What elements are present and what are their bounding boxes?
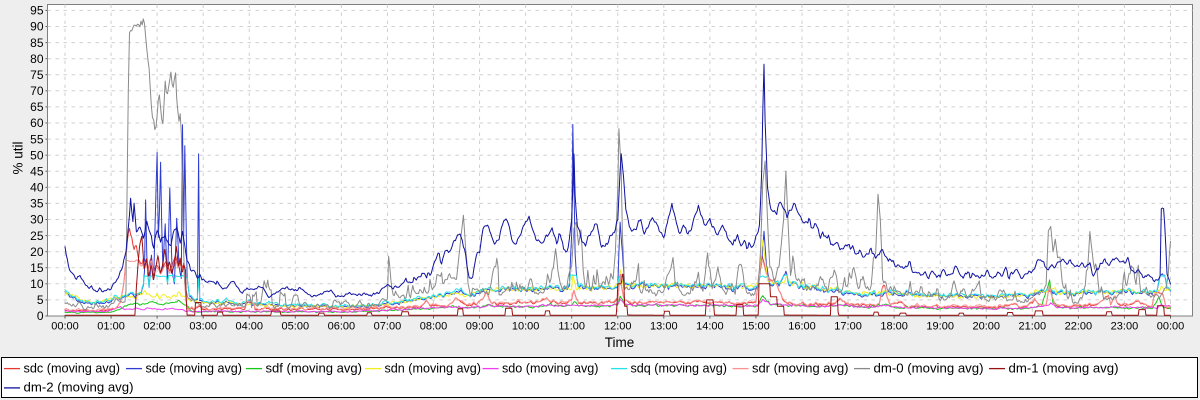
svg-text:00:00: 00:00	[1157, 321, 1185, 333]
svg-text:55: 55	[30, 132, 44, 146]
svg-text:80: 80	[30, 52, 44, 66]
svg-text:dm-1 (moving avg): dm-1 (moving avg)	[1009, 360, 1119, 375]
svg-text:0: 0	[37, 309, 44, 323]
svg-text:90: 90	[30, 20, 44, 34]
svg-text:23:00: 23:00	[1111, 321, 1139, 333]
svg-text:30: 30	[30, 213, 44, 227]
svg-text:09:00: 09:00	[466, 321, 494, 333]
svg-text:Time: Time	[605, 335, 635, 350]
svg-text:10:00: 10:00	[512, 321, 540, 333]
svg-text:16:00: 16:00	[788, 321, 816, 333]
svg-text:11:00: 11:00	[558, 321, 585, 333]
svg-text:50: 50	[30, 148, 44, 162]
svg-text:19:00: 19:00	[926, 321, 954, 333]
svg-text:sdr (moving avg): sdr (moving avg)	[752, 360, 849, 375]
svg-text:15:00: 15:00	[742, 321, 770, 333]
svg-text:35: 35	[30, 197, 44, 211]
svg-text:5: 5	[37, 293, 44, 307]
svg-text:dm-2 (moving avg): dm-2 (moving avg)	[24, 380, 134, 395]
svg-text:10: 10	[30, 277, 44, 291]
svg-text:25: 25	[30, 229, 44, 243]
svg-text:18:00: 18:00	[880, 321, 908, 333]
svg-text:03:00: 03:00	[189, 321, 217, 333]
svg-text:sdc (moving avg): sdc (moving avg)	[24, 360, 121, 375]
svg-text:% util: % util	[11, 141, 26, 174]
svg-text:sdo (moving avg): sdo (moving avg)	[502, 360, 599, 375]
svg-text:sde (moving avg): sde (moving avg)	[146, 360, 243, 375]
svg-text:00:00: 00:00	[51, 321, 79, 333]
svg-text:02:00: 02:00	[143, 321, 171, 333]
svg-text:dm-0 (moving avg): dm-0 (moving avg)	[874, 360, 984, 375]
svg-text:22:00: 22:00	[1065, 321, 1093, 333]
svg-text:sdq (moving avg): sdq (moving avg)	[631, 360, 728, 375]
svg-text:60: 60	[30, 116, 44, 130]
svg-text:08:00: 08:00	[420, 321, 448, 333]
svg-text:20:00: 20:00	[972, 321, 1000, 333]
svg-text:95: 95	[30, 4, 44, 18]
svg-text:12:00: 12:00	[604, 321, 632, 333]
svg-text:sdf (moving avg): sdf (moving avg)	[266, 360, 363, 375]
svg-text:40: 40	[30, 181, 44, 195]
svg-text:13:00: 13:00	[650, 321, 678, 333]
svg-text:21:00: 21:00	[1019, 321, 1047, 333]
svg-text:20: 20	[30, 245, 44, 259]
svg-text:sdn (moving avg): sdn (moving avg)	[385, 360, 482, 375]
svg-text:01:00: 01:00	[97, 321, 125, 333]
svg-text:14:00: 14:00	[696, 321, 724, 333]
svg-text:05:00: 05:00	[282, 321, 310, 333]
svg-text:06:00: 06:00	[328, 321, 356, 333]
svg-text:04:00: 04:00	[235, 321, 263, 333]
svg-text:65: 65	[30, 100, 44, 114]
svg-text:15: 15	[30, 261, 44, 275]
svg-text:45: 45	[30, 164, 44, 178]
svg-text:17:00: 17:00	[834, 321, 862, 333]
svg-text:07:00: 07:00	[374, 321, 402, 333]
svg-text:70: 70	[30, 84, 44, 98]
svg-text:85: 85	[30, 36, 44, 50]
svg-text:75: 75	[30, 68, 44, 82]
